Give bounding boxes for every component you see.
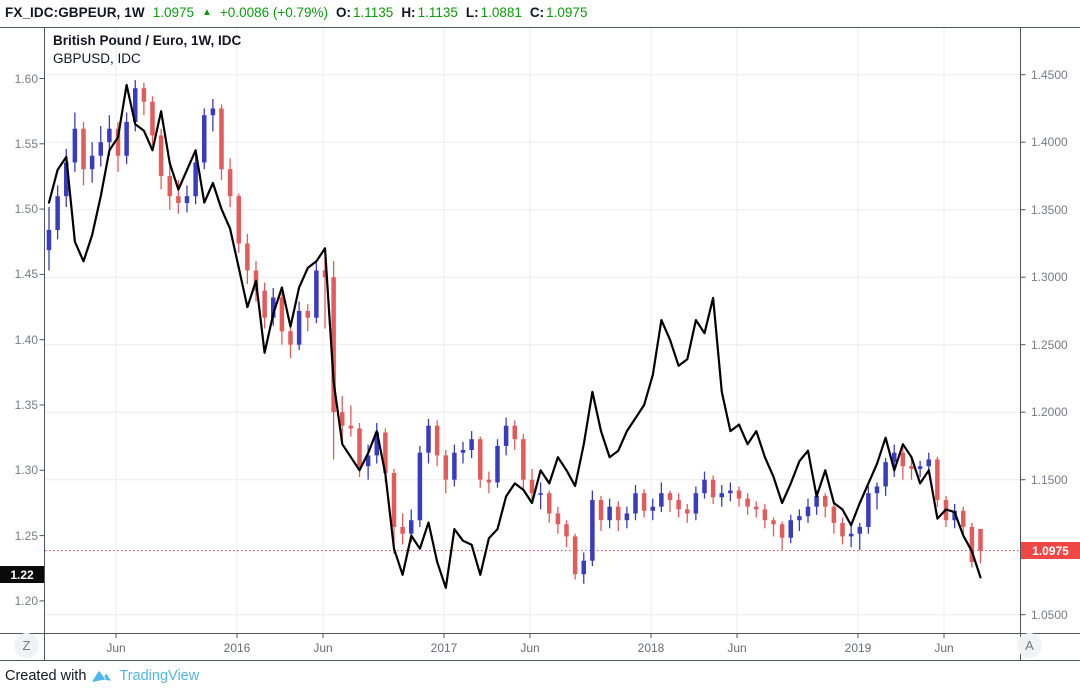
open-value: O: 1.1135 bbox=[336, 5, 393, 20]
right-axis-tick-label: 1.1500 bbox=[1031, 472, 1068, 487]
right-axis-tick-label: 1.4000 bbox=[1031, 135, 1068, 150]
time-axis-tick-label: Jun bbox=[313, 641, 333, 655]
time-axis-tick-label: Jun bbox=[727, 641, 747, 655]
close-value: C: 1.0975 bbox=[530, 5, 588, 20]
tradingview-link[interactable]: TradingView bbox=[119, 667, 200, 684]
close-label: C: bbox=[529, 5, 545, 20]
open-number: 1.1135 bbox=[353, 5, 394, 20]
right-axis-tick-label: 1.0500 bbox=[1031, 607, 1068, 622]
left-axis-tick-label: 1.50 bbox=[14, 202, 38, 217]
right-axis-tick-label: 1.3000 bbox=[1031, 270, 1068, 285]
legend-title: British Pound / Euro, 1W, IDC bbox=[53, 33, 242, 48]
gbpusd-line-series bbox=[47, 83, 982, 589]
gbpeur-candle-series bbox=[46, 80, 983, 584]
open-label: O: bbox=[336, 5, 352, 20]
time-axis-tick-label: 2016 bbox=[223, 641, 251, 655]
high-value: H: 1.1135 bbox=[401, 5, 458, 20]
price-change: +0.0086 (+0.79%) bbox=[219, 5, 329, 20]
right-axis-tick-label: 1.2500 bbox=[1031, 337, 1068, 352]
created-with-text: Created with bbox=[5, 667, 87, 684]
time-axis-tick-label: Jun bbox=[934, 641, 954, 655]
tradingview-logo-icon bbox=[91, 669, 114, 683]
legend-subtitle: GBPUSD, IDC bbox=[53, 51, 141, 66]
time-axis-tick-label: 2018 bbox=[637, 641, 665, 655]
right-axis-tick-label: 1.3500 bbox=[1031, 202, 1068, 217]
last-price: 1.0975 bbox=[152, 5, 195, 20]
low-label: L: bbox=[465, 5, 479, 20]
right-axis-tick-label: 1.2000 bbox=[1031, 405, 1068, 420]
auto-scale-button[interactable]: A bbox=[1017, 633, 1042, 658]
left-axis-tick-label: 1.55 bbox=[14, 136, 38, 151]
zoom-out-button[interactable]: Z bbox=[14, 633, 39, 658]
left-axis-tick-label: 1.45 bbox=[14, 267, 38, 282]
time-axis-tick-label: 2017 bbox=[430, 641, 458, 655]
right-axis-tick-label: 1.4500 bbox=[1031, 67, 1068, 82]
close-number: 1.0975 bbox=[546, 5, 588, 20]
high-label: H: bbox=[401, 5, 416, 20]
time-axis-tick-label: 2019 bbox=[844, 641, 872, 655]
symbol-title: FX_IDC:GBPEUR, 1W bbox=[5, 5, 145, 20]
chart-legend: British Pound / Euro, 1W, IDC GBPUSD, ID… bbox=[53, 33, 241, 67]
up-triangle-icon: ▲ bbox=[202, 6, 212, 18]
left-axis-tick-label: 1.20 bbox=[14, 593, 38, 608]
left-axis-tick-label: 1.30 bbox=[14, 463, 38, 478]
left-axis-tick-label: 1.60 bbox=[14, 71, 38, 86]
last-price-label-left: 1.22 bbox=[0, 566, 44, 584]
last-price-label-right: 1.0975 bbox=[1021, 542, 1080, 560]
time-axis-tick-label: Jun bbox=[106, 641, 126, 655]
time-axis-tick-label: Jun bbox=[520, 641, 540, 655]
chart-frame bbox=[0, 27, 1080, 661]
ohlc-statusbar: FX_IDC:GBPEUR, 1W 1.0975 ▲ +0.0086 (+0.7… bbox=[5, 3, 587, 22]
left-axis-tick-label: 1.40 bbox=[14, 332, 38, 347]
low-number: 1.0881 bbox=[480, 5, 522, 20]
left-axis-tick-label: 1.35 bbox=[14, 398, 38, 412]
high-number: 1.1135 bbox=[417, 5, 458, 20]
low-value: L: 1.0881 bbox=[466, 5, 522, 20]
gridlines bbox=[45, 28, 1020, 633]
attribution-footer: Created with TradingView bbox=[5, 666, 199, 685]
left-axis-tick-label: 1.25 bbox=[14, 528, 38, 543]
